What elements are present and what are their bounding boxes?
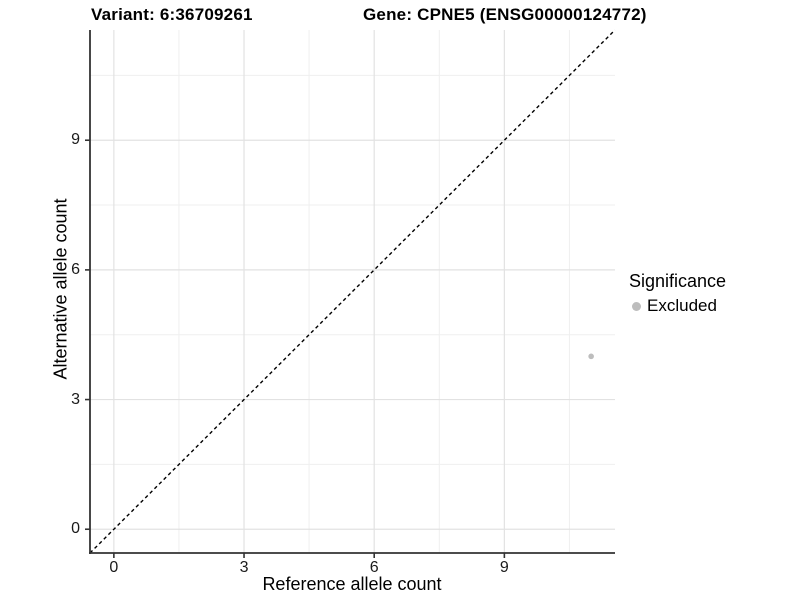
legend-item-excluded: Excluded (629, 296, 726, 316)
y-axis-tick-label: 0 (71, 520, 80, 538)
legend-item-label: Excluded (647, 296, 717, 315)
identity-reference-line (89, 29, 616, 554)
data-point (588, 353, 594, 360)
x-axis-title: Reference allele count (262, 574, 442, 594)
legend-title: Significance (629, 271, 727, 291)
x-axis-tick-label: 6 (369, 559, 379, 576)
y-axis-tick-label: 9 (71, 131, 80, 149)
scatter-plot-panel (85, 29, 616, 558)
y-axis-tick-label: 3 (71, 390, 80, 408)
y-axis-title: Alternative allele count (50, 198, 71, 380)
x-axis-tick-label: 0 (109, 559, 119, 576)
x-axis-tick-label: 3 (239, 559, 249, 576)
y-axis-tick-label: 6 (71, 260, 80, 278)
legend-key-dot-icon (632, 301, 641, 311)
gene-title: Gene: CPNE5 (ENSG00000124772) (363, 5, 647, 24)
variant-title: Variant: 6:36709261 (91, 5, 253, 24)
legend: Significance Excluded (629, 271, 726, 316)
x-axis-tick-label: 9 (499, 559, 509, 576)
